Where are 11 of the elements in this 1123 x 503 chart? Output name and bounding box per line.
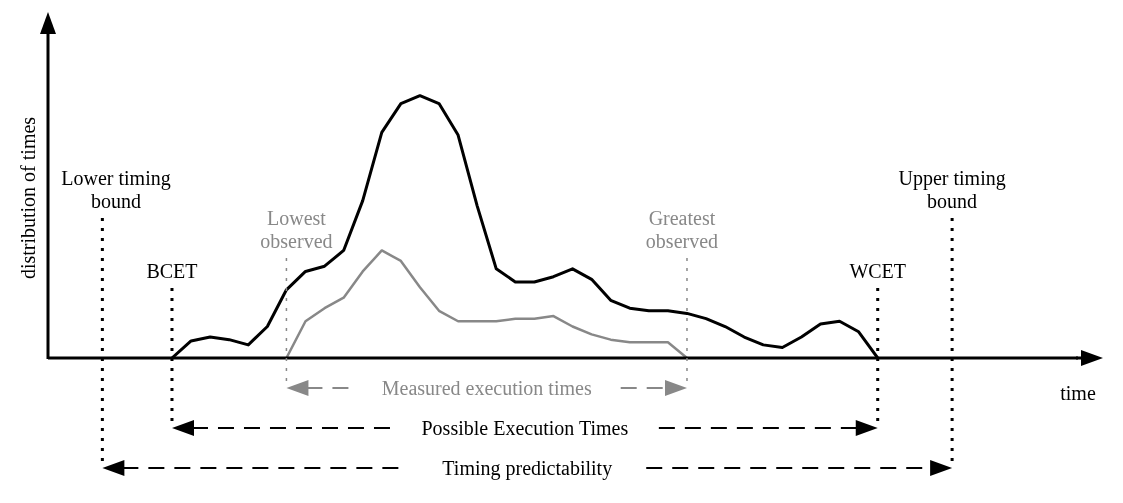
text: Measured execution times — [381, 377, 592, 399]
text: Possible Execution Times — [421, 417, 629, 439]
annotation: WCET — [848, 260, 908, 283]
annotation: Lower timing bound — [60, 167, 172, 213]
text: Timing predictability — [442, 457, 613, 480]
y-axis-title: distribution of times — [17, 116, 39, 280]
annotation: Greatest observed — [644, 207, 720, 253]
annotation: BCET — [145, 260, 199, 283]
annotation: Upper timing bound — [897, 167, 1007, 213]
annotation: Lowest observed — [259, 207, 334, 253]
x-axis-title: time — [1060, 382, 1096, 404]
